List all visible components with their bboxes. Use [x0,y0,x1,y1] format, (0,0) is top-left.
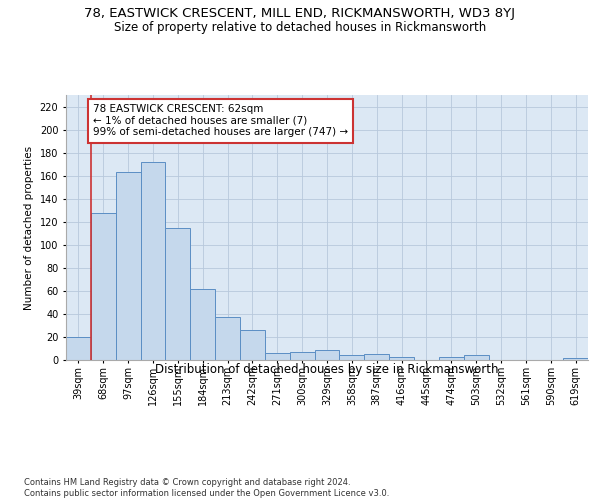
Bar [265,353,290,360]
Y-axis label: Number of detached properties: Number of detached properties [24,146,34,310]
Text: 78 EASTWICK CRESCENT: 62sqm
← 1% of detached houses are smaller (7)
99% of semi-: 78 EASTWICK CRESCENT: 62sqm ← 1% of deta… [93,104,348,138]
Bar [116,172,140,360]
Bar [91,212,116,360]
Bar [240,330,265,360]
Bar [340,356,364,360]
Bar [215,318,240,360]
Bar [166,228,190,360]
Text: Distribution of detached houses by size in Rickmansworth: Distribution of detached houses by size … [155,362,499,376]
Bar [66,337,91,360]
Bar [464,356,488,360]
Text: 78, EASTWICK CRESCENT, MILL END, RICKMANSWORTH, WD3 8YJ: 78, EASTWICK CRESCENT, MILL END, RICKMAN… [85,8,515,20]
Bar [389,356,414,360]
Bar [439,356,464,360]
Text: Contains HM Land Registry data © Crown copyright and database right 2024.
Contai: Contains HM Land Registry data © Crown c… [24,478,389,498]
Bar [190,288,215,360]
Text: Size of property relative to detached houses in Rickmansworth: Size of property relative to detached ho… [114,21,486,34]
Bar [290,352,314,360]
Bar [563,358,588,360]
Bar [140,162,166,360]
Bar [364,354,389,360]
Bar [314,350,340,360]
